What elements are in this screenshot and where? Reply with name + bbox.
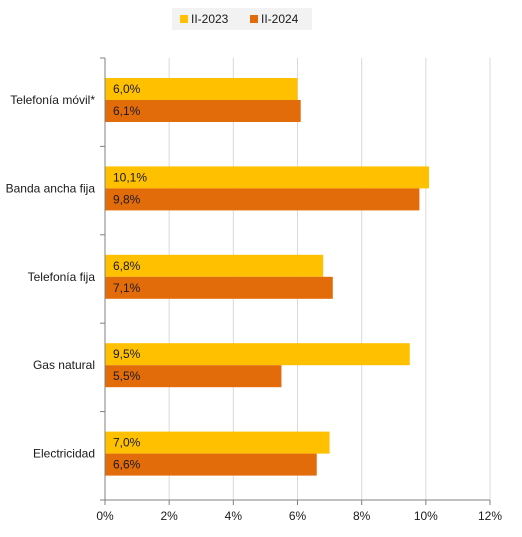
- legend: II-2023 II-2024: [172, 8, 312, 30]
- legend-label: II-2024: [261, 12, 299, 26]
- category-label: Banda ancha fija: [6, 181, 96, 195]
- data-label: 5,5%: [113, 369, 141, 383]
- x-tick-label: 10%: [414, 509, 438, 523]
- x-tick-label: 6%: [289, 509, 307, 523]
- legend-label: II-2023: [191, 12, 229, 26]
- bar-series-2: [105, 453, 317, 476]
- data-label: 6,8%: [113, 259, 141, 273]
- bar-series-1: [105, 431, 330, 454]
- data-label: 6,1%: [113, 104, 141, 118]
- bar-series-1: [105, 343, 410, 366]
- x-tick-label: 4%: [225, 509, 243, 523]
- bar-series-2: [105, 365, 282, 388]
- data-label: 10,1%: [113, 170, 147, 184]
- bar-series-2: [105, 276, 333, 299]
- bar-series-1: [105, 166, 430, 189]
- category-label: Telefonía móvil*: [10, 93, 95, 107]
- data-label: 7,1%: [113, 281, 141, 295]
- x-tick-label: 8%: [353, 509, 371, 523]
- bar-series-1: [105, 254, 324, 277]
- x-tick-label: 0%: [96, 509, 114, 523]
- category-label: Telefonía fija: [28, 270, 96, 284]
- data-label: 7,0%: [113, 436, 141, 450]
- category-label: Electricidad: [33, 447, 95, 461]
- bar-series-1: [105, 78, 298, 100]
- bar-series-2: [105, 100, 301, 122]
- x-tick-label: 2%: [160, 509, 178, 523]
- category-label: Gas natural: [33, 358, 95, 372]
- legend-box: [172, 8, 312, 30]
- bars: 6,0% 6,1% 10,1% 9,8% 6,8% 7,1% 9,5% 5,5% 7,0% 6,6…: [105, 78, 430, 476]
- legend-swatch: [250, 15, 258, 23]
- data-label: 6,6%: [113, 458, 141, 472]
- data-label: 9,5%: [113, 347, 141, 361]
- data-label: 6,0%: [113, 82, 141, 96]
- legend-swatch: [180, 15, 188, 23]
- x-tick-label: 12%: [478, 509, 502, 523]
- bar-series-2: [105, 188, 420, 211]
- axes: Telefonía móvil* Banda ancha fija Telefoní…: [6, 57, 502, 523]
- data-label: 9,8%: [113, 192, 141, 206]
